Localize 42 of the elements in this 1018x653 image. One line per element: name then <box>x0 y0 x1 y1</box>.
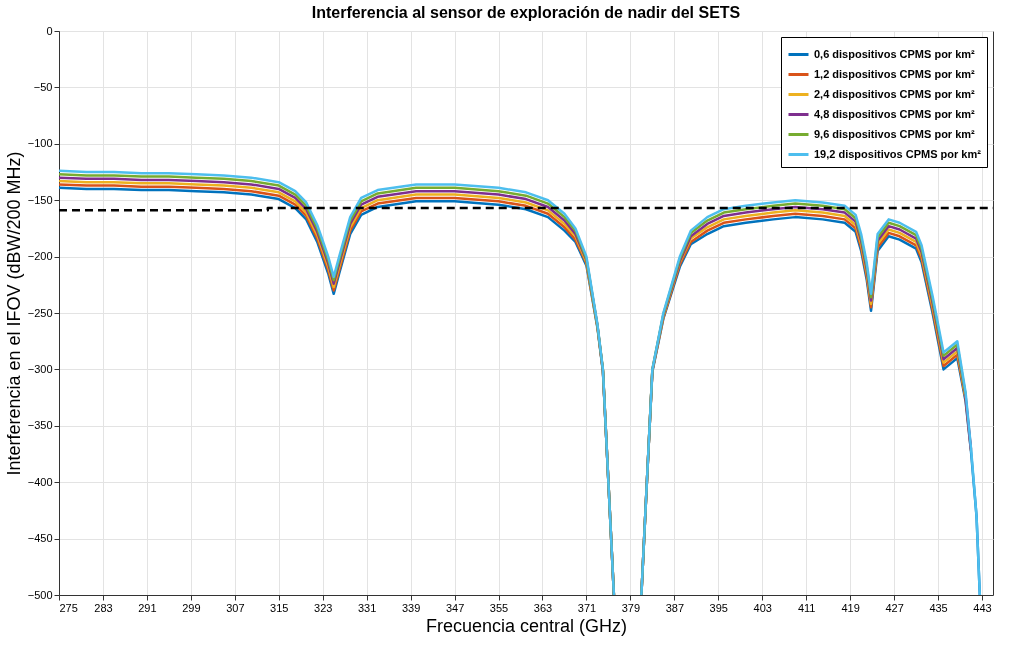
y-tick-label: −350 <box>27 419 53 432</box>
y-tick-label: 0 <box>46 24 53 37</box>
x-tick-label: 291 <box>138 601 157 614</box>
x-tick-label: 363 <box>533 601 553 614</box>
x-tick-label: 443 <box>973 601 992 614</box>
y-tick-label: −500 <box>27 588 53 601</box>
x-tick-label: 395 <box>709 601 728 614</box>
y-tick-label: −450 <box>27 532 53 545</box>
y-tick-label: −100 <box>27 137 53 150</box>
y-tick-label: −150 <box>27 193 53 206</box>
x-tick-label: 307 <box>226 601 245 614</box>
y-tick-label: −50 <box>33 80 53 93</box>
x-tick-label: 403 <box>753 601 772 614</box>
x-tick-label: 371 <box>577 601 597 614</box>
x-tick-label: 355 <box>489 601 509 614</box>
legend-label: 0,6 dispositivos CPMS por km² <box>814 47 976 60</box>
x-tick-label: 379 <box>621 601 641 614</box>
y-tick-label: −250 <box>27 306 53 319</box>
y-tick-label: −200 <box>27 250 53 263</box>
x-tick-label: 427 <box>885 601 904 614</box>
x-tick-label: 387 <box>665 601 685 614</box>
chart-title: Interferencia al sensor de exploración de nadir del SETS <box>311 4 741 21</box>
legend-label: 1,2 dispositivos CPMS por km² <box>814 67 976 80</box>
y-tick-label: −400 <box>27 475 53 488</box>
legend-label: 4,8 dispositivos CPMS por km² <box>814 107 976 120</box>
x-tick-label: 315 <box>270 601 289 614</box>
x-axis-title: Frecuencia central (GHz) <box>425 615 628 636</box>
legend-label: 9,6 dispositivos CPMS por km² <box>814 127 976 140</box>
legend-label: 19,2 dispositivos CPMS por km² <box>814 147 982 160</box>
x-tick-label: 339 <box>401 601 421 614</box>
x-tick-label: 323 <box>314 601 333 614</box>
y-tick-label: −300 <box>27 362 53 375</box>
x-tick-label: 283 <box>94 601 113 614</box>
x-tick-label: 347 <box>445 601 465 614</box>
x-tick-label: 435 <box>929 601 948 614</box>
x-tick-label: 299 <box>182 601 201 614</box>
x-tick-label: 411 <box>797 601 816 614</box>
y-axis-title: Interferencia en el IFOV (dBW/200 MHz) <box>3 151 24 476</box>
legend-label: 2,4 dispositivos CPMS por km² <box>814 87 976 100</box>
x-tick-label: 275 <box>59 601 78 614</box>
x-tick-label: 419 <box>841 601 860 614</box>
x-tick-label: 331 <box>357 601 377 614</box>
